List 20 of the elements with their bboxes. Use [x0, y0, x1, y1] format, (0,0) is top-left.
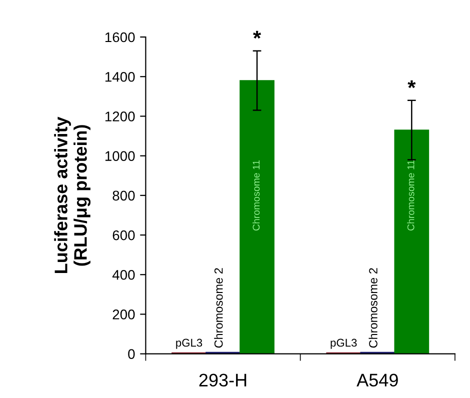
y-tick-label: 1000	[105, 151, 135, 161]
y-tick-label: 1200	[105, 112, 135, 122]
text: Chromosome 2	[368, 268, 378, 348]
y-tick-label: 0	[128, 349, 135, 359]
series-label: Chromosome 11	[252, 160, 260, 230]
y-tick-label: 200	[112, 310, 135, 320]
y-tick-label: 1400	[105, 72, 135, 82]
y-tick-label: 1600	[105, 32, 135, 42]
text: Chromosome 2	[214, 268, 223, 348]
y-tick-label: 600	[112, 230, 135, 240]
x-tick-label: A549	[356, 374, 398, 387]
y-axis-title: Luciferase activity (RLU/μg protein)	[54, 116, 90, 273]
x-tick-label: 293-H	[199, 374, 246, 387]
y-tick-label: 800	[112, 190, 135, 201]
text: Chromosome 11	[407, 160, 414, 230]
annotation: *	[408, 80, 416, 88]
annotation: *	[253, 30, 262, 39]
y-tick-label: 400	[112, 270, 135, 280]
series-label: pGL3	[176, 338, 202, 349]
text: pGL3	[330, 338, 357, 349]
